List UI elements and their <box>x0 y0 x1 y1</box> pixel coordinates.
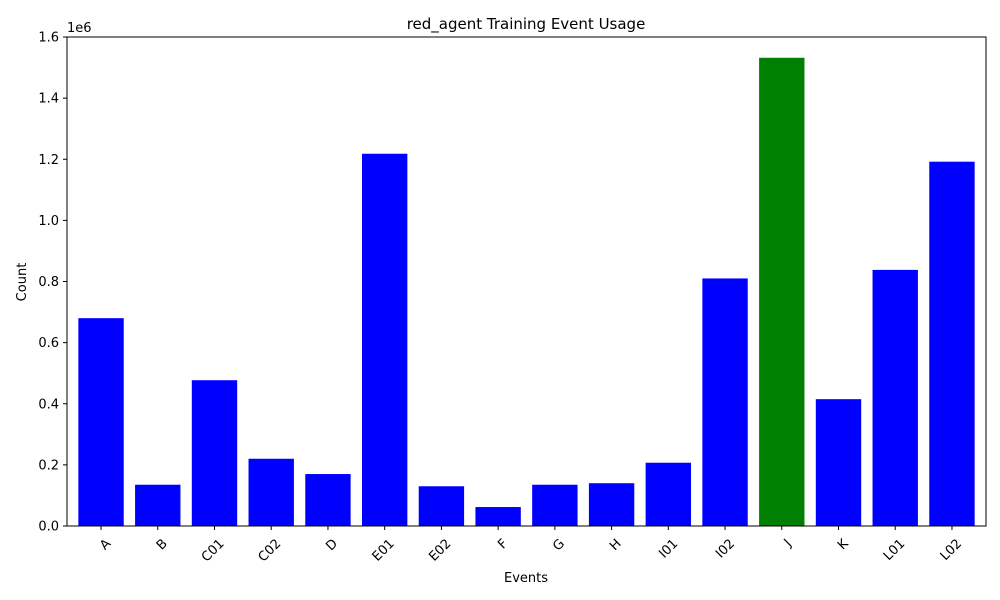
bar-f <box>475 507 521 526</box>
bar-h <box>588 483 635 526</box>
x-tick-label: E01 <box>370 536 398 564</box>
bar-i01 <box>645 462 692 526</box>
bar-k <box>815 399 862 526</box>
x-tick-label: I01 <box>656 536 681 561</box>
y-axis-ticks: 0.0 0.2 0.4 0.6 0.8 1.0 1.2 1.4 1.6 <box>38 31 67 535</box>
x-tick-label: A <box>97 536 114 553</box>
x-tick-label: F <box>495 536 511 552</box>
y-tick-label: 0.0 <box>38 520 59 535</box>
x-tick-label: D <box>323 536 341 554</box>
x-tick-label: B <box>154 536 171 553</box>
bars <box>78 57 975 526</box>
x-tick-label: G <box>550 536 568 554</box>
bar-e01 <box>361 153 408 526</box>
bar-d <box>305 474 351 526</box>
x-tick-label: H <box>607 536 625 554</box>
bar-e02 <box>418 486 465 526</box>
x-tick-label: I02 <box>713 536 738 561</box>
bar-b <box>135 484 181 526</box>
y-axis-offset-label: 1e6 <box>67 21 92 36</box>
plot-frame <box>66 36 987 527</box>
bar-a <box>78 318 124 526</box>
x-tick-label: L02 <box>938 536 965 563</box>
x-tick-label: C02 <box>256 536 285 565</box>
y-tick-label: 0.8 <box>38 275 59 290</box>
bar-c02 <box>248 458 294 526</box>
bar-l01 <box>872 269 918 526</box>
bar-i02 <box>702 278 748 526</box>
bar-l02 <box>929 161 975 526</box>
x-tick-label: L01 <box>881 536 908 563</box>
x-axis-label: Events <box>504 571 548 586</box>
x-tick-label: J <box>781 536 795 550</box>
bar-j <box>759 57 805 526</box>
y-tick-label: 1.2 <box>38 153 59 168</box>
y-tick-label: 0.2 <box>38 458 59 473</box>
bar-c01 <box>191 380 238 526</box>
x-tick-label: C01 <box>199 536 228 565</box>
y-tick-label: 1.4 <box>38 92 59 107</box>
bar-g <box>532 484 578 526</box>
y-tick-label: 1.6 <box>38 31 59 46</box>
y-tick-label: 1.0 <box>38 214 59 229</box>
x-axis-ticks: A B C01 C02 D E01 E02 F G H I01 I02 J K L01 L02 <box>97 526 965 565</box>
y-tick-label: 0.6 <box>38 336 59 351</box>
chart-title: red_agent Training Event Usage <box>407 15 646 34</box>
y-axis-label: Count <box>15 263 30 302</box>
y-tick-label: 0.4 <box>38 397 59 412</box>
x-tick-label: K <box>835 536 852 553</box>
x-tick-label: E02 <box>426 536 454 564</box>
